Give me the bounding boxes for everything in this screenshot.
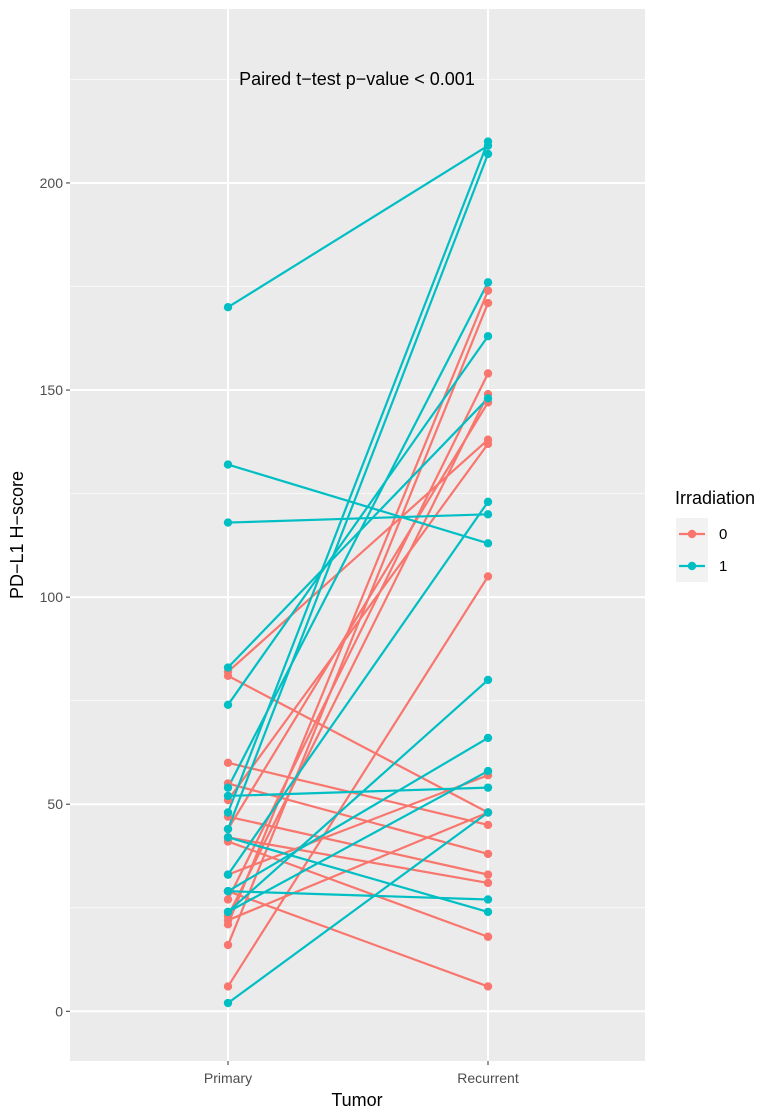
series-1-line: [227, 335, 489, 706]
series-0-point: [223, 982, 233, 991]
series-1-point: [223, 833, 233, 842]
series-1-line: [227, 770, 489, 913]
series-1-point: [223, 700, 233, 710]
y-axis-title: PD−L1 H−score: [7, 471, 27, 599]
series-1-point: [483, 149, 493, 159]
series-1-line: [227, 890, 489, 901]
series-1-line: [227, 736, 489, 893]
series-1-line: [227, 501, 489, 876]
x-tick-label: Recurrent: [457, 1070, 519, 1086]
series-0-line: [227, 761, 489, 826]
series-1-line: [227, 786, 489, 798]
series-1-point: [223, 663, 233, 672]
series-1-point: [483, 675, 493, 685]
series-1-line: [227, 463, 489, 545]
series-0-line: [227, 401, 489, 830]
series-0-line: [227, 575, 489, 988]
legend-key-point: [687, 561, 697, 571]
legend-label: 1: [719, 558, 727, 575]
series-0-point: [223, 758, 233, 767]
series-1-point: [223, 907, 233, 917]
legend-label: 0: [719, 526, 727, 543]
series-0-point: [223, 940, 233, 950]
series-1-point: [223, 791, 233, 801]
series-0-line: [227, 443, 489, 801]
series-0-line: [227, 890, 489, 988]
series-lines: [226, 141, 490, 1004]
series-0-point: [223, 920, 233, 929]
x-axis-ticks: Primary Recurrent: [204, 1061, 519, 1086]
y-axis-ticks: 0 50 100 150 200: [40, 175, 70, 1019]
y-tick-label: 150: [40, 382, 64, 398]
series-1-point: [223, 303, 233, 312]
series-1-point: [223, 824, 233, 834]
series-0-point: [483, 870, 493, 879]
series-1-line: [227, 836, 489, 913]
series-1-line: [227, 513, 489, 524]
legend-title: Irradiation: [675, 488, 755, 508]
series-1-line: [226, 153, 490, 830]
series-1-point: [483, 510, 493, 519]
series-0-point: [223, 895, 233, 904]
series-0-line: [227, 393, 489, 917]
series-0-point: [483, 439, 493, 449]
legend: Irradiation 0 1: [675, 488, 755, 582]
series-0-point: [483, 849, 493, 859]
series-0-point: [483, 878, 493, 888]
series-0-line: [227, 815, 489, 876]
series-1-point: [223, 870, 233, 879]
series-0-point: [483, 820, 493, 830]
y-tick-label: 50: [47, 796, 63, 812]
x-tick-label: Primary: [204, 1070, 252, 1086]
series-0-line: [227, 811, 489, 922]
series-1-point: [223, 783, 233, 792]
series-1-point: [483, 783, 493, 792]
series-0-line: [226, 302, 490, 946]
series-0-point: [483, 982, 493, 991]
y-tick-label: 0: [55, 1003, 63, 1019]
series-1-point: [483, 895, 493, 904]
series-1-point: [483, 808, 493, 817]
series-0-point: [483, 572, 493, 581]
legend-key-point: [687, 529, 697, 539]
series-points: [223, 137, 493, 1008]
series-0-point: [483, 369, 493, 378]
series-1-point: [483, 766, 493, 776]
series-1-line: [226, 141, 490, 813]
series-0-line: [227, 774, 489, 876]
series-1-line: [227, 811, 489, 1004]
series-0-point: [483, 932, 493, 941]
x-axis-title: Tumor: [331, 1090, 382, 1110]
series-1-point: [223, 518, 233, 527]
series-1-point: [483, 331, 493, 341]
series-0-point: [483, 286, 493, 295]
series-1-point: [223, 998, 233, 1008]
series-1-point: [483, 907, 493, 917]
series-1-line: [227, 144, 489, 309]
y-tick-label: 200: [40, 175, 64, 191]
series-1-point: [483, 539, 493, 548]
series-0-line: [227, 438, 489, 673]
series-0-line: [227, 836, 489, 884]
series-1-point: [223, 808, 233, 817]
series-0-point: [483, 298, 493, 308]
p-value-annotation: Paired t−test p−value < 0.001: [239, 69, 475, 89]
y-tick-label: 100: [40, 589, 64, 605]
series-1-point: [483, 733, 493, 743]
series-1-point: [223, 886, 233, 896]
series-1-point: [483, 137, 493, 146]
series-1-point: [483, 497, 493, 507]
series-1-line: [227, 679, 489, 913]
series-1-point: [483, 394, 493, 403]
series-1-point: [483, 278, 493, 287]
series-1-point: [223, 460, 233, 469]
